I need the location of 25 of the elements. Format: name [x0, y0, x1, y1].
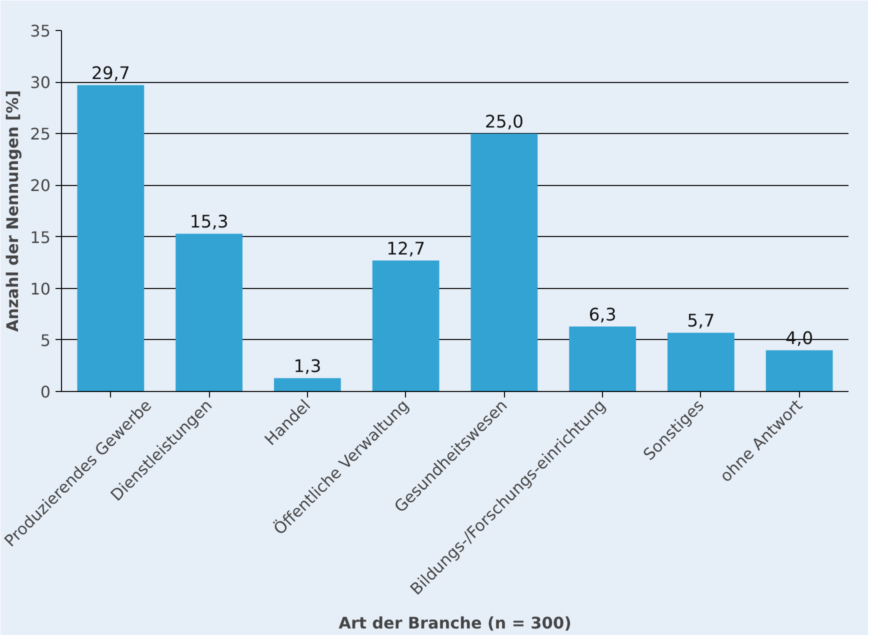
y-tick-label: 35	[30, 22, 50, 40]
y-tick-label: 20	[30, 176, 50, 196]
data-label: 5,7	[687, 312, 715, 332]
data-label: 1,3	[294, 357, 322, 378]
data-label: 25,0	[484, 112, 524, 133]
y-tick-label: 0	[40, 382, 51, 402]
bar	[77, 85, 144, 392]
y-tick-label: 30	[30, 73, 50, 92]
data-label: 12,7	[386, 240, 426, 260]
data-label: 29,7	[91, 64, 130, 84]
bar	[667, 332, 734, 392]
x-axis-title: Art der Branche (n = 300)	[338, 613, 572, 632]
data-label: 6,3	[588, 306, 616, 326]
bar	[766, 350, 833, 392]
y-tick-label: 25	[30, 124, 50, 144]
data-label: 15,3	[190, 212, 228, 233]
y-tick-label: 15	[30, 228, 50, 247]
bar	[569, 326, 636, 392]
y-tick-label: 5	[40, 330, 51, 350]
bar	[176, 234, 243, 392]
y-tick-label: 10	[30, 279, 50, 298]
bar	[470, 134, 538, 392]
bar	[274, 378, 341, 392]
bar	[372, 260, 440, 392]
y-axis-title: Anzahl der Nennungen [%]	[3, 90, 22, 332]
